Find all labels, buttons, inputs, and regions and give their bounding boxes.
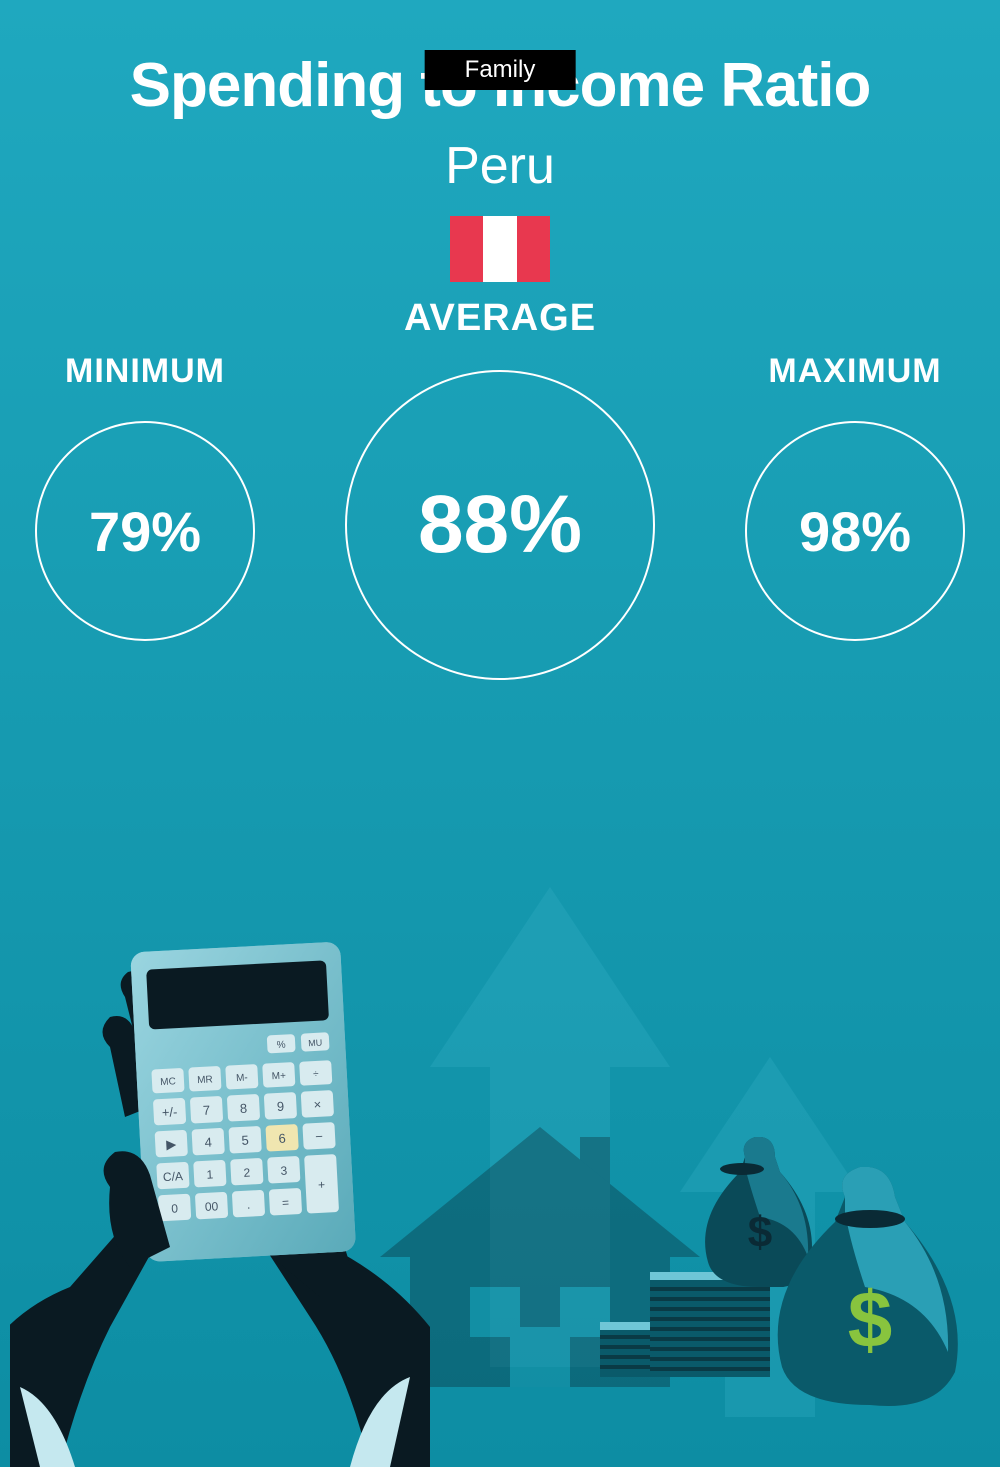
- svg-text:1: 1: [206, 1167, 214, 1181]
- stat-minimum-label: MINIMUM: [65, 352, 225, 391]
- svg-text:8: 8: [239, 1101, 247, 1116]
- svg-text:%: %: [277, 1039, 287, 1050]
- svg-text:MU: MU: [308, 1038, 323, 1049]
- svg-text:6: 6: [278, 1131, 286, 1146]
- flag-stripe-right: [517, 216, 550, 282]
- stat-average-label: AVERAGE: [404, 297, 596, 340]
- stat-average: AVERAGE 88%: [345, 297, 655, 680]
- svg-text:4: 4: [204, 1134, 212, 1149]
- stat-average-circle: 88%: [345, 370, 655, 680]
- svg-text:MR: MR: [197, 1074, 213, 1086]
- svg-text:▶: ▶: [166, 1136, 177, 1152]
- svg-text:5: 5: [241, 1133, 249, 1148]
- svg-text:M+: M+: [272, 1071, 287, 1083]
- svg-text:C/A: C/A: [163, 1169, 184, 1184]
- stats-row: MINIMUM 79% AVERAGE 88% MAXIMUM 98%: [0, 352, 1000, 680]
- svg-text:7: 7: [203, 1103, 211, 1118]
- svg-text:9: 9: [276, 1099, 284, 1114]
- svg-text:−: −: [315, 1129, 323, 1144]
- svg-text:+/-: +/-: [161, 1104, 177, 1120]
- svg-text:$: $: [848, 1275, 893, 1364]
- country-name: Peru: [0, 136, 1000, 196]
- category-tag: Family: [425, 50, 576, 90]
- stat-minimum: MINIMUM 79%: [35, 352, 255, 641]
- hands-calculator-icon: % MU MC MR M- M+ ÷ +/- 7 8 9 × ▶ 4: [10, 907, 430, 1467]
- svg-text:×: ×: [313, 1097, 321, 1112]
- stat-minimum-circle: 79%: [35, 421, 255, 641]
- svg-text:3: 3: [280, 1164, 288, 1178]
- svg-text:2: 2: [243, 1166, 251, 1180]
- stat-minimum-value: 79%: [89, 499, 201, 564]
- svg-text:+: +: [318, 1178, 326, 1192]
- money-bag-large-icon: $: [770, 1167, 970, 1407]
- stat-maximum: MAXIMUM 98%: [745, 352, 965, 641]
- svg-text:MC: MC: [160, 1076, 176, 1088]
- stat-maximum-circle: 98%: [745, 421, 965, 641]
- flag-container: [0, 216, 1000, 282]
- peru-flag-icon: [450, 216, 550, 282]
- stat-maximum-value: 98%: [799, 499, 911, 564]
- svg-text:0: 0: [171, 1201, 179, 1215]
- svg-text:00: 00: [205, 1199, 219, 1214]
- illustration-area: $ $: [0, 867, 1000, 1467]
- stat-average-value: 88%: [418, 478, 582, 572]
- flag-stripe-center: [483, 216, 516, 282]
- svg-text:=: =: [282, 1196, 290, 1210]
- svg-text:$: $: [748, 1208, 772, 1257]
- flag-stripe-left: [450, 216, 483, 282]
- stat-maximum-label: MAXIMUM: [768, 352, 941, 391]
- svg-text:M-: M-: [236, 1073, 248, 1085]
